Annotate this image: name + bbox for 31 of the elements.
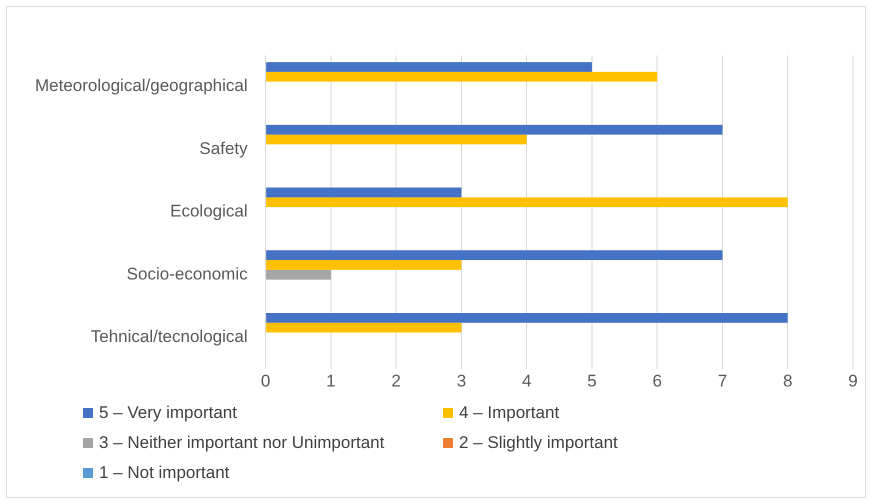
bar <box>266 72 658 82</box>
y-tick-label: Tehnical/tecnological <box>90 327 248 346</box>
x-tick-label: 4 <box>522 372 532 391</box>
bar <box>266 260 462 270</box>
y-tick-label: Meteorological/geographical <box>34 76 248 96</box>
x-tick-label: 1 <box>326 372 336 391</box>
y-tick-label: Ecological <box>170 202 248 221</box>
x-tick-label: 3 <box>456 372 466 391</box>
bar <box>266 250 722 260</box>
x-tick-label: 7 <box>718 372 728 391</box>
legend-label: 3 – Neither important nor Unimportant <box>99 433 384 453</box>
bar <box>266 188 462 198</box>
x-tick-label: 8 <box>783 372 792 391</box>
x-tick-label: 6 <box>652 372 662 391</box>
bar <box>266 322 462 333</box>
bar <box>266 62 592 72</box>
bar <box>266 197 788 208</box>
bar <box>266 312 788 323</box>
y-tick-label: Socio-economic <box>126 264 248 284</box>
bar <box>266 270 331 280</box>
bar <box>266 124 722 135</box>
legend-label: 1 – Not important <box>99 463 230 483</box>
bar <box>266 134 527 144</box>
x-tick-label: 2 <box>391 372 401 391</box>
legend-label: 2 – Slightly important <box>459 433 618 453</box>
x-tick-label: 9 <box>848 372 858 391</box>
x-tick-label: 5 <box>587 372 597 391</box>
legend-label: 5 – Very important <box>99 403 237 423</box>
x-tick-label: 0 <box>260 372 270 391</box>
y-tick-label: Safety <box>199 138 248 158</box>
legend-label: 4 – Important <box>459 403 560 423</box>
